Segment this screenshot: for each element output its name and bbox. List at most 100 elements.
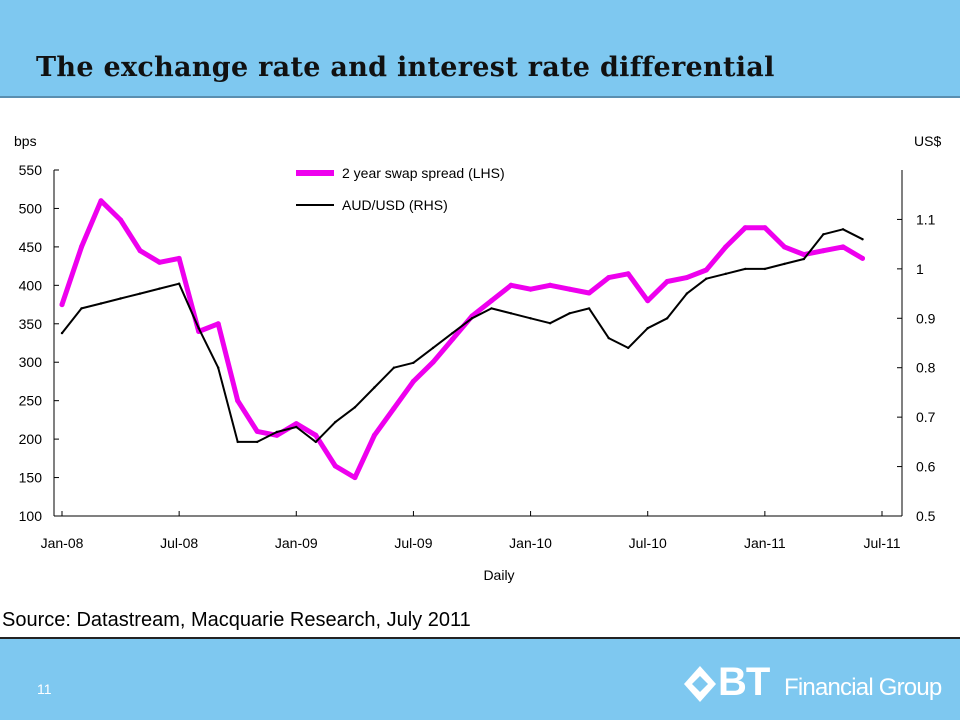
data-point-audusd (763, 267, 767, 271)
data-point-audusd (802, 257, 806, 261)
data-point-audusd (158, 287, 161, 290)
data-point-audusd (412, 361, 415, 364)
data-point-audusd (548, 322, 552, 325)
data-point-audusd (314, 440, 317, 444)
data-point-swap-spread (840, 244, 846, 250)
x-tick-label: Jan-10 (509, 535, 552, 551)
data-point-audusd (861, 238, 864, 241)
data-point-swap-spread (489, 298, 494, 304)
data-point-audusd (666, 317, 669, 320)
x-tick-label: Jan-09 (275, 535, 318, 551)
left-y-tick-label: 450 (19, 239, 43, 255)
legend-label-swap: 2 year swap spread (LHS) (342, 165, 505, 181)
exchange-rate-chart: bps US$ Daily 100 150 200 250 300 350 400 450 50… (14, 133, 941, 583)
data-point-audusd (334, 420, 337, 424)
data-point-audusd (744, 267, 747, 271)
right-y-tick-label: 1.1 (916, 211, 936, 227)
series-line-audusd (61, 228, 864, 443)
data-point-swap-spread (606, 275, 612, 281)
data-point-swap-spread (860, 255, 865, 261)
left-axis-unit-label: bps (14, 133, 37, 149)
data-point-swap-spread (59, 302, 65, 308)
right-y-tick-label: 0.8 (916, 360, 936, 376)
data-point-swap-spread (547, 282, 553, 288)
data-point-swap-spread (625, 271, 631, 277)
left-y-tick-label: 350 (19, 316, 43, 332)
data-point-audusd (256, 440, 259, 444)
data-point-swap-spread (723, 244, 729, 250)
data-point-audusd (587, 307, 591, 310)
legend-label-audusd: AUD/USD (RHS) (342, 197, 448, 213)
data-point-swap-spread (528, 286, 534, 292)
data-point-swap-spread (567, 286, 573, 292)
data-point-audusd (509, 312, 513, 315)
left-y-tick-label: 300 (19, 354, 43, 370)
data-point-audusd (177, 282, 181, 285)
source-note: Source: Datastream, Macquarie Research, … (2, 609, 471, 631)
right-y-tick-label: 0.9 (916, 310, 936, 326)
header-rule (0, 96, 960, 98)
data-point-audusd (685, 292, 688, 295)
x-tick-label: Jan-08 (41, 535, 84, 551)
data-point-swap-spread (391, 405, 397, 411)
data-point-audusd (490, 307, 493, 310)
data-point-audusd (607, 336, 610, 340)
header-band (0, 0, 960, 98)
left-y-tick-label: 550 (19, 162, 43, 178)
series-line-swap-spread (59, 198, 865, 481)
x-tick-label: Jul-09 (394, 535, 432, 551)
data-point-swap-spread (118, 217, 124, 223)
data-point-swap-spread (352, 475, 358, 481)
data-point-swap-spread (235, 398, 241, 404)
logo-mark-text: BT (718, 660, 770, 704)
left-y-tick-label: 500 (19, 200, 43, 216)
data-point-audusd (119, 297, 122, 300)
data-point-audusd (373, 386, 376, 389)
x-tick-label: Jul-10 (629, 535, 667, 551)
data-point-audusd (646, 327, 649, 330)
data-point-swap-spread (215, 321, 221, 327)
data-point-audusd (236, 440, 239, 444)
left-y-tick-label: 200 (19, 431, 43, 447)
x-tick-label: Jan-11 (744, 535, 786, 551)
data-point-audusd (392, 366, 396, 369)
data-point-swap-spread (410, 378, 416, 384)
x-tick-label: Jul-08 (160, 535, 198, 551)
x-tick-label: Jul-11 (863, 535, 900, 551)
data-point-swap-spread (332, 463, 338, 469)
right-y-tick-label: 1 (916, 261, 924, 277)
data-point-swap-spread (742, 225, 748, 231)
data-point-swap-spread (762, 225, 768, 231)
chart-legend: 2 year swap spread (LHS) AUD/USD (RHS) (296, 165, 505, 213)
data-point-audusd (627, 346, 630, 350)
data-point-swap-spread (586, 290, 592, 296)
data-point-audusd (197, 327, 200, 330)
data-point-swap-spread (781, 244, 787, 250)
data-point-swap-spread (157, 259, 163, 265)
right-y-tick-label: 0.6 (916, 459, 936, 475)
right-axis-unit-label: US$ (914, 133, 941, 149)
bt-financial-group-logo: BT Financial Group (684, 660, 944, 708)
data-point-swap-spread (313, 432, 319, 438)
data-point-swap-spread (293, 421, 299, 427)
data-point-audusd (705, 277, 708, 280)
slide-title: The exchange rate and interest rate diff… (36, 52, 775, 83)
data-point-audusd (217, 366, 220, 369)
data-point-audusd (783, 262, 786, 266)
left-y-tick-label: 250 (19, 393, 43, 409)
x-axis-label: Daily (483, 567, 514, 583)
data-point-audusd (470, 317, 474, 320)
left-y-tick-label: 400 (19, 277, 43, 293)
right-y-tick-label: 0.5 (916, 508, 936, 524)
data-point-swap-spread (508, 282, 514, 288)
data-point-swap-spread (645, 298, 651, 304)
data-point-swap-spread (820, 248, 826, 254)
data-point-audusd (431, 346, 435, 350)
data-point-audusd (724, 272, 727, 275)
footer-rule (0, 637, 960, 639)
footer-band (0, 639, 960, 720)
data-point-audusd (275, 430, 278, 434)
page-number: 11 (37, 681, 52, 697)
data-point-swap-spread (371, 432, 377, 438)
data-point-audusd (568, 312, 571, 315)
